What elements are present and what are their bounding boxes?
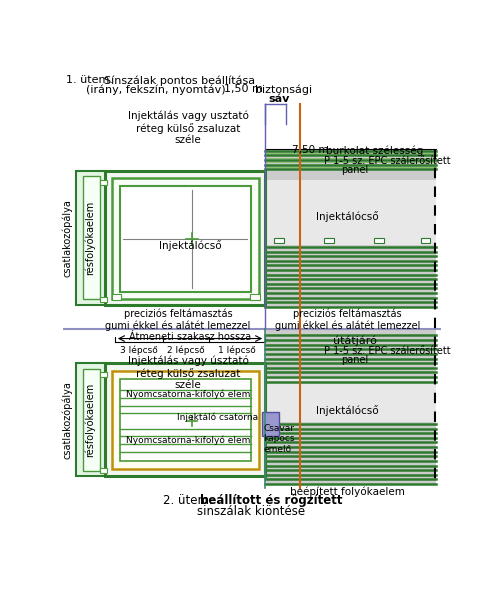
Text: Injektálócső: Injektálócső (316, 406, 379, 416)
Text: biztonsági: biztonsági (255, 84, 312, 95)
Text: panel: panel (342, 165, 369, 174)
Bar (265, 180, 436, 245)
Text: Nyomcsatorna-kifolyó elem: Nyomcsatorna-kifolyó elem (126, 436, 250, 445)
Text: 1,50 m: 1,50 m (224, 84, 263, 94)
Bar (274, 239, 284, 243)
Text: burkolat szélesség: burkolat szélesség (326, 145, 423, 156)
Text: 1 lépcső: 1 lépcső (218, 346, 255, 355)
Text: résfolyókaelem: résfolyókaelem (84, 201, 95, 275)
Bar (77, 171, 105, 305)
Text: Injektálócső: Injektálócső (159, 240, 221, 251)
Bar (100, 468, 107, 472)
Text: 7,50 m: 7,50 m (292, 145, 328, 155)
Text: Injektáló csatorna: Injektáló csatorna (177, 412, 258, 422)
Text: Injektálócső: Injektálócső (316, 212, 379, 222)
Bar (265, 149, 436, 307)
Text: beállított és rögzített: beállított és rögzített (200, 494, 342, 507)
Bar (77, 363, 105, 477)
Bar (250, 294, 260, 300)
Text: útátjáró: útátjáró (333, 335, 377, 346)
Bar (82, 176, 100, 299)
Text: 2 lépcső: 2 lépcső (167, 346, 205, 355)
Bar (265, 330, 436, 484)
Text: sinszálak kiöntése: sinszálak kiöntése (197, 505, 305, 518)
Text: 1. ütem.: 1. ütem. (66, 75, 112, 85)
Text: csatlakozópálya: csatlakozópálya (62, 381, 73, 459)
Bar (421, 239, 430, 243)
Text: 2. ütem.: 2. ütem. (163, 494, 213, 507)
Text: Sínszálak pontos beállítása: Sínszálak pontos beállítása (104, 75, 255, 86)
Bar (262, 412, 279, 436)
Text: P 1-5 sz. EPC szálerősített: P 1-5 sz. EPC szálerősített (325, 346, 451, 356)
Text: P 1-5 sz. EPC szálerősített: P 1-5 sz. EPC szálerősített (325, 156, 451, 166)
Text: résfolyókaelem: résfolyókaelem (84, 383, 95, 457)
Text: Csavar
kapocs
emelő: Csavar kapocs emelő (264, 424, 295, 454)
Bar (265, 376, 436, 423)
Text: (irány, fekszín, nyomtáv): (irány, fekszín, nyomtáv) (86, 84, 225, 95)
Bar (375, 239, 383, 243)
Bar (100, 180, 107, 185)
Text: Átmeneti szakasz hossza: Átmeneti szakasz hossza (129, 332, 251, 341)
Text: Nyomcsatorna-kifolyó elem: Nyomcsatorna-kifolyó elem (126, 389, 250, 398)
Bar (105, 363, 265, 477)
Bar (120, 186, 251, 291)
Bar (112, 294, 121, 300)
Text: panel: panel (342, 355, 369, 365)
Text: preciziós feltámasztás
gumi ékkel és alátét lemezzel: preciziós feltámasztás gumi ékkel és alá… (275, 308, 420, 331)
Text: csatlakozópálya: csatlakozópálya (62, 199, 73, 276)
Bar (100, 297, 107, 302)
Text: preciziós feltámasztás
gumi ékkel és alátét lemezzel: preciziós feltámasztás gumi ékkel és alá… (106, 308, 251, 331)
Bar (100, 373, 107, 377)
Text: sáv: sáv (268, 94, 290, 104)
Bar (105, 171, 265, 305)
Text: beépített folyókaelem: beépített folyókaelem (290, 486, 405, 497)
Text: Injektálás vagy usztató
réteg külső zsaluzat
széle: Injektálás vagy usztató réteg külső zsal… (128, 111, 248, 145)
Bar (112, 371, 259, 469)
Text: Injektálás vagy úsztató
réteg külső zsaluzat
széle: Injektálás vagy úsztató réteg külső zsal… (128, 355, 248, 390)
Bar (112, 178, 259, 299)
Bar (82, 368, 100, 471)
Bar (120, 379, 251, 461)
Text: 3 lépcső: 3 lépcső (120, 346, 158, 355)
Bar (325, 239, 334, 243)
